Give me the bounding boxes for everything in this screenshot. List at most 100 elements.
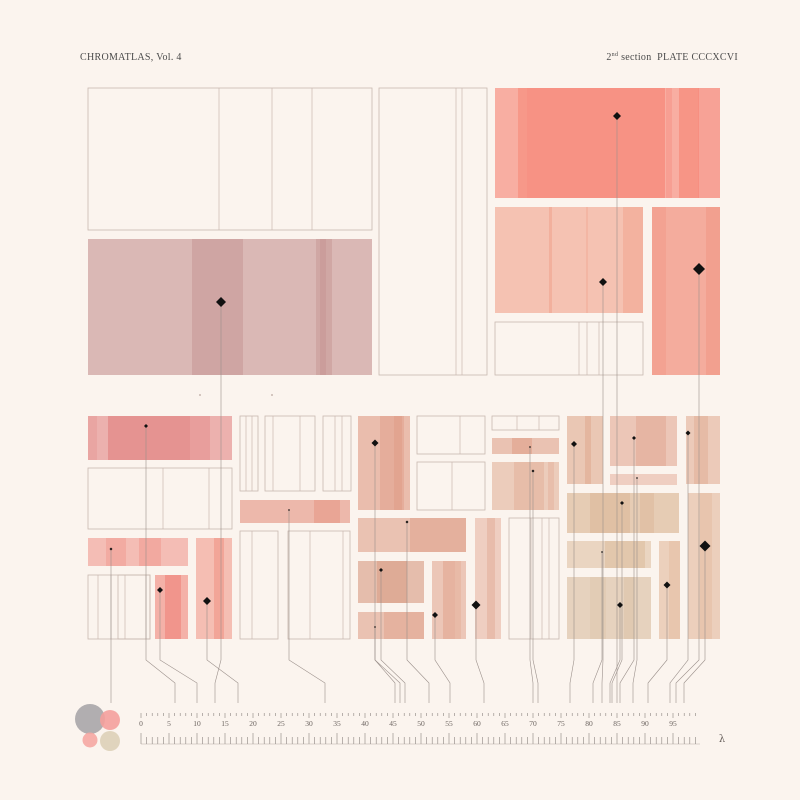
diamond-marker: [471, 600, 481, 610]
diamond-marker: [531, 469, 535, 473]
color-block: [492, 438, 559, 454]
block-stripe: [636, 416, 666, 466]
scale-label: 30: [305, 719, 313, 728]
color-block: [240, 500, 350, 523]
leader-line: [601, 282, 604, 703]
block-fill: [688, 493, 720, 639]
diamond-marker: [529, 446, 531, 448]
leader-line: [647, 585, 668, 703]
diamond-markers: [109, 112, 711, 628]
leader-line: [683, 546, 706, 703]
block-outline: [491, 415, 560, 431]
leader-line: [675, 269, 700, 703]
block-stripe: [706, 207, 720, 375]
color-block: [686, 416, 720, 484]
scale-label: 40: [361, 719, 369, 728]
legend-swatch: [75, 704, 105, 734]
leader-line: [529, 447, 534, 703]
color-block: [495, 88, 720, 198]
diamond-marker: [632, 436, 636, 440]
diamond-marker: [699, 540, 711, 552]
block-stripe: [590, 493, 630, 533]
leader-line: [145, 426, 176, 703]
leader-line: [475, 605, 485, 703]
color-block: [287, 530, 351, 640]
diamond-marker: [371, 439, 379, 447]
block-fill: [567, 493, 679, 533]
faint-dot: [199, 394, 201, 396]
leader-line: [380, 570, 406, 703]
leader-line: [609, 605, 621, 703]
block-stripe: [377, 561, 407, 603]
block-stripe: [586, 207, 588, 313]
color-block: [378, 87, 488, 376]
color-block: [567, 541, 651, 568]
scale-label: 20: [249, 719, 257, 728]
scale-label: 15: [221, 719, 229, 728]
color-block: [567, 416, 603, 484]
leader-line: [406, 522, 430, 703]
color-block: [567, 577, 651, 639]
color-block: [88, 416, 232, 460]
leader-line: [288, 510, 326, 703]
block-fill: [475, 518, 501, 639]
diamond-marker: [216, 297, 226, 307]
block-stripe: [108, 416, 190, 460]
color-block: [87, 574, 151, 640]
legend-swatches: [75, 704, 120, 751]
scale-label: 25: [277, 719, 285, 728]
block-stripe: [106, 538, 126, 566]
scale-label: 55: [445, 719, 453, 728]
block-stripe: [679, 88, 699, 198]
block-outline: [117, 574, 151, 640]
section-number: 2: [606, 52, 612, 63]
diamond-marker: [620, 501, 624, 505]
color-blocks: [87, 87, 720, 640]
leader-line: [434, 615, 451, 703]
color-block: [492, 462, 559, 510]
block-stripe: [698, 88, 720, 198]
diamond-marker: [685, 430, 691, 436]
block-fill: [495, 207, 643, 313]
diamond-marker: [601, 551, 603, 553]
color-block: [358, 416, 410, 510]
scale-label: 50: [417, 719, 425, 728]
color-block: [117, 574, 151, 640]
block-outline: [508, 517, 560, 640]
legend-swatch: [100, 731, 120, 751]
color-block: [652, 207, 720, 375]
block-stripe: [165, 575, 181, 639]
block-stripe: [669, 541, 680, 639]
block-stripe: [192, 239, 243, 375]
color-block: [610, 416, 677, 466]
block-fill: [567, 577, 651, 639]
block-stripe: [590, 577, 606, 639]
wavelength-scale: 0 5 10 15 20 25 30 35 40 45 50 55 60 65 70 75 80 85 90 95 λ: [139, 713, 726, 745]
block-stripe: [549, 207, 552, 313]
leader-line: [214, 302, 222, 703]
color-block: [416, 461, 486, 511]
legend-swatch: [100, 710, 120, 730]
block-outline: [416, 415, 486, 455]
block-stripe: [514, 462, 544, 510]
diamond-marker: [203, 597, 211, 605]
color-block: [358, 561, 424, 603]
block-stripe: [527, 88, 665, 198]
plate-number: PLATE CCCXCVI: [657, 52, 738, 63]
leader-line: [159, 590, 198, 703]
leader-line: [532, 471, 539, 703]
leader-line: [374, 443, 401, 703]
scale-label: 35: [333, 719, 341, 728]
block-stripe: [320, 239, 326, 375]
block-fill: [358, 612, 424, 639]
diamond-marker: [109, 547, 113, 551]
diamond-marker: [693, 263, 705, 275]
diamond-marker: [571, 441, 577, 447]
color-block: [508, 517, 560, 640]
color-block: [494, 321, 644, 376]
block-outline: [239, 530, 279, 640]
block-fill: [88, 538, 188, 566]
color-block: [610, 474, 677, 485]
block-stripe: [640, 493, 654, 533]
block-stripe: [139, 538, 161, 566]
